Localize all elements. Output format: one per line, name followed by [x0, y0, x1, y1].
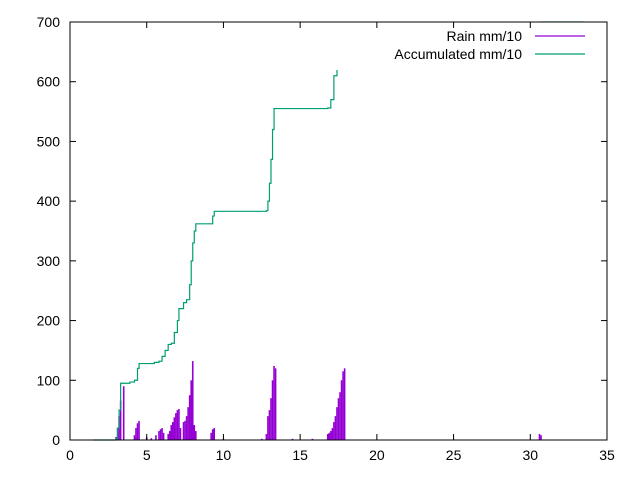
x-tick-label: 20: [369, 447, 385, 463]
y-tick-label: 500: [37, 133, 61, 149]
x-tick-label: 10: [216, 447, 232, 463]
legend: Rain mm/10 Accumulated mm/10: [394, 28, 585, 62]
legend-label: Accumulated mm/10: [394, 46, 522, 62]
x-tick-label: 0: [66, 447, 74, 463]
x-tick-label: 30: [522, 447, 538, 463]
accumulated-line: [93, 21, 584, 441]
legend-label: Rain mm/10: [447, 28, 523, 44]
y-tick-label: 200: [37, 313, 61, 329]
y-tick-label: 400: [37, 193, 61, 209]
y-tick-label: 300: [37, 253, 61, 269]
x-tick-label: 5: [143, 447, 151, 463]
x-tick-label: 25: [446, 447, 462, 463]
axes: 0 5 10 15 20 25 30 35 0 100 200 300 400 500 600 700: [37, 14, 615, 463]
y-tick-label: 700: [37, 14, 61, 30]
x-tick-label: 15: [292, 447, 308, 463]
plot-frame: [69, 21, 608, 441]
y-tick-label: 600: [37, 74, 61, 90]
x-tick-label: 35: [599, 447, 615, 463]
y-tick-label: 100: [37, 372, 61, 388]
legend-box: [330, 22, 592, 70]
y-tick-label: 0: [52, 432, 60, 448]
series-layer: [93, 21, 584, 441]
